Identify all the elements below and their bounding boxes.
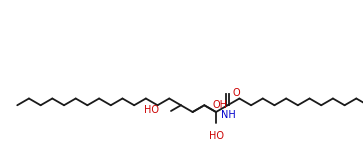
Text: HO: HO [208, 132, 224, 141]
Text: O: O [233, 88, 240, 98]
Text: NH: NH [221, 110, 236, 120]
Text: OH: OH [213, 100, 228, 110]
Text: HO: HO [144, 105, 159, 115]
